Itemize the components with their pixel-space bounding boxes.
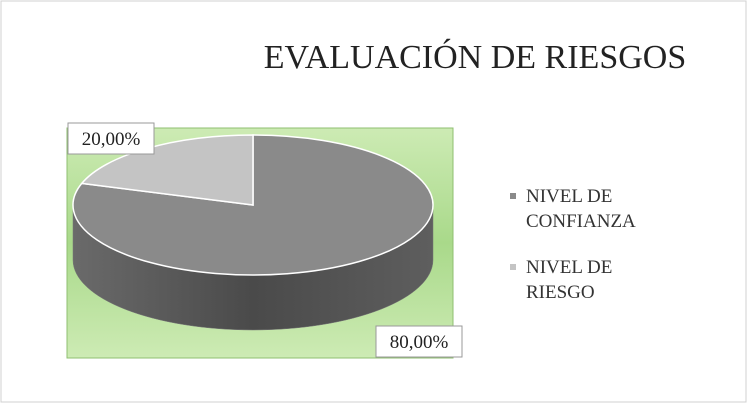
data-labels: 80,00% 20,00% (67, 122, 463, 358)
legend-label: NIVEL DE CONFIANZA (526, 186, 636, 232)
legend-swatch (510, 193, 516, 199)
legend-label: NIVEL DE RIESGO (526, 257, 613, 303)
legend-entry: NIVEL DE CONFIANZA (510, 184, 710, 234)
data-label-box (67, 122, 155, 155)
data-label: 80,00% (390, 332, 449, 353)
legend-entry: NIVEL DE RIESGO (510, 255, 710, 305)
data-label-box (375, 325, 463, 358)
data-label: 20,00% (82, 129, 141, 150)
legend-swatch (510, 264, 516, 270)
pie (72, 134, 434, 331)
chart-title: EVALUACIÓN DE RIESGOS (264, 38, 687, 76)
slice (72, 134, 434, 276)
